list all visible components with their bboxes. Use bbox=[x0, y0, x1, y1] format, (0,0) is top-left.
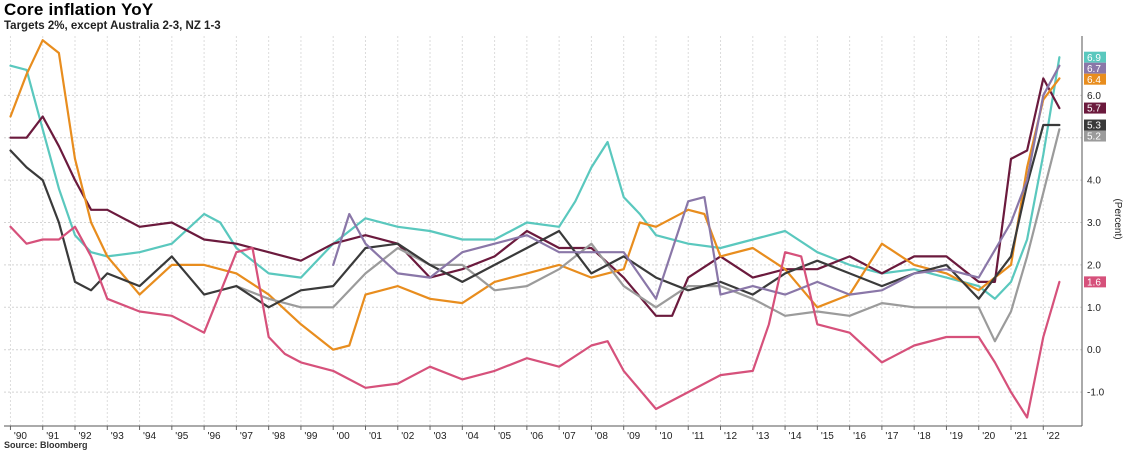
x-tick-label: '11 bbox=[692, 431, 705, 442]
x-tick-label: '07 bbox=[563, 431, 576, 442]
x-tick-label: '96 bbox=[208, 431, 221, 442]
end-value-badge bbox=[1084, 130, 1106, 142]
plot-area bbox=[4, 36, 1082, 426]
end-value-badge bbox=[1084, 119, 1106, 131]
series-line-australia bbox=[9, 56, 1061, 300]
y-tick-label: -1.0 bbox=[1087, 388, 1105, 399]
end-value-badge bbox=[1084, 73, 1106, 85]
x-tick-label: '06 bbox=[530, 431, 543, 442]
end-value-label: 5.3 bbox=[1087, 121, 1101, 132]
x-tick-label: '08 bbox=[595, 431, 608, 442]
x-tick-label: '19 bbox=[950, 431, 963, 442]
y-tick-label: 3.0 bbox=[1087, 218, 1101, 229]
y-tick-label: 4.0 bbox=[1087, 176, 1101, 187]
x-tick-label: '09 bbox=[627, 431, 640, 442]
x-tick-label: '18 bbox=[918, 431, 931, 442]
x-tick-label: '04 bbox=[466, 431, 479, 442]
end-value-label: 5.2 bbox=[1087, 132, 1101, 143]
y-tick-label: 6.0 bbox=[1087, 91, 1101, 102]
x-tick-label: '97 bbox=[240, 431, 253, 442]
chart-title: Core inflation YoY bbox=[4, 0, 154, 19]
x-tick-label: '21 bbox=[1014, 431, 1027, 442]
x-tick-label: '22 bbox=[1047, 431, 1060, 442]
x-tick-label: '01 bbox=[369, 431, 382, 442]
x-tick-label: '00 bbox=[337, 431, 350, 442]
x-tick-label: '94 bbox=[143, 431, 156, 442]
x-tick-label: '99 bbox=[304, 431, 317, 442]
series-line-japan bbox=[9, 225, 1061, 419]
x-tick-label: '16 bbox=[853, 431, 866, 442]
end-value-badge bbox=[1084, 102, 1106, 114]
x-tick-label: '91 bbox=[46, 431, 59, 442]
y-tick-label: 0.0 bbox=[1087, 345, 1101, 356]
y-axis-title: (Percent) bbox=[1112, 198, 1123, 239]
x-tick-label: '95 bbox=[175, 431, 188, 442]
x-tick-label: '17 bbox=[885, 431, 898, 442]
chart-subtitle: Targets 2%, except Australia 2-3, NZ 1-3 bbox=[4, 20, 221, 32]
y-tick-label: 2.0 bbox=[1087, 260, 1101, 271]
x-tick-label: '98 bbox=[272, 431, 285, 442]
x-tick-label: '03 bbox=[434, 431, 447, 442]
end-value-badge bbox=[1084, 62, 1106, 74]
end-value-label: 6.7 bbox=[1087, 64, 1101, 75]
series-line-new-zealand bbox=[332, 64, 1061, 300]
end-value-label: 5.7 bbox=[1087, 104, 1101, 115]
source-note: Source: Bloomberg bbox=[4, 440, 88, 450]
end-value-label: 6.9 bbox=[1087, 53, 1101, 64]
x-tick-label: '05 bbox=[498, 431, 511, 442]
end-value-label: 1.6 bbox=[1087, 277, 1101, 288]
end-value-badge bbox=[1084, 276, 1106, 288]
y-tick-label: 1.0 bbox=[1087, 303, 1101, 314]
x-tick-label: '14 bbox=[789, 431, 802, 442]
x-tick-label: '12 bbox=[724, 431, 737, 442]
x-tick-label: '02 bbox=[401, 431, 414, 442]
series-line-eurozone bbox=[235, 128, 1061, 343]
x-tick-label: '15 bbox=[821, 431, 834, 442]
x-tick-label: '90 bbox=[14, 431, 27, 442]
x-tick-label: '13 bbox=[756, 431, 769, 442]
end-value-label: 6.4 bbox=[1087, 75, 1101, 86]
end-value-badge bbox=[1084, 51, 1106, 63]
x-tick-label: '93 bbox=[111, 431, 124, 442]
x-tick-label: '10 bbox=[659, 431, 672, 442]
x-tick-label: '20 bbox=[982, 431, 995, 442]
x-tick-label: '92 bbox=[78, 431, 91, 442]
